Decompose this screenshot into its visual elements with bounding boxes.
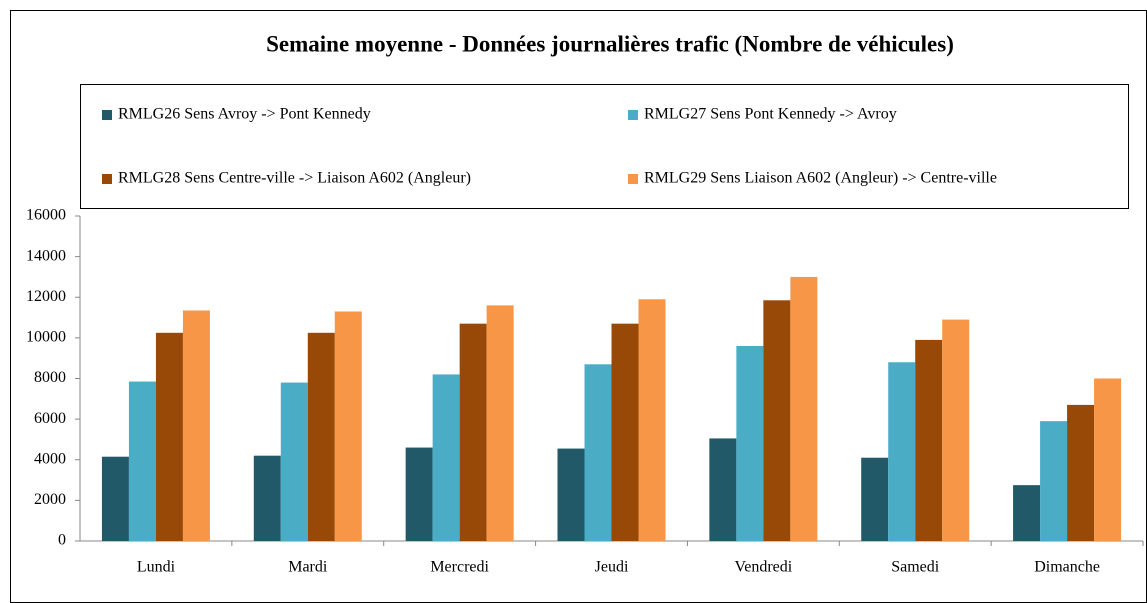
bar <box>611 323 639 541</box>
y-tick-label: 12000 <box>26 288 66 305</box>
bar <box>459 323 487 541</box>
chart-title: Semaine moyenne - Données journalières t… <box>266 31 954 56</box>
bar <box>280 382 308 541</box>
bar <box>888 362 916 541</box>
x-tick-label: Mercredi <box>430 559 489 576</box>
y-tick-label: 4000 <box>34 450 66 467</box>
bar <box>557 448 585 541</box>
y-tick-label: 6000 <box>34 410 66 427</box>
legend-label: RMLG27 Sens Pont Kennedy -> Avroy <box>644 106 897 123</box>
bar <box>790 276 818 541</box>
x-tick-label: Lundi <box>137 559 176 576</box>
bar <box>307 332 335 541</box>
bar <box>1040 421 1068 541</box>
bar <box>155 332 183 541</box>
y-tick-label: 0 <box>58 532 66 549</box>
x-tick-label: Vendredi <box>734 559 792 576</box>
bar <box>584 364 612 541</box>
bar <box>763 300 791 541</box>
y-tick-label: 2000 <box>34 491 66 508</box>
y-tick-label: 8000 <box>34 369 66 386</box>
bar <box>915 339 943 541</box>
bar <box>1013 485 1041 541</box>
y-tick-label: 14000 <box>26 247 66 264</box>
legend-swatch <box>628 110 638 120</box>
bar <box>638 299 666 541</box>
bar <box>942 319 970 541</box>
bar <box>736 346 764 541</box>
x-tick-label: Dimanche <box>1034 559 1100 576</box>
bar <box>101 456 129 541</box>
bar <box>182 310 210 541</box>
bar <box>486 305 514 541</box>
legend-label: RMLG26 Sens Avroy -> Pont Kennedy <box>118 106 371 123</box>
bar <box>128 381 156 541</box>
bar <box>1094 378 1122 541</box>
legend-box <box>80 84 1129 209</box>
legend-swatch <box>102 174 112 184</box>
legend-swatch <box>102 110 112 120</box>
bar <box>405 447 433 541</box>
legend-label: RMLG29 Sens Liaison A602 (Angleur) -> Ce… <box>644 170 997 187</box>
bar <box>432 374 460 541</box>
bar <box>334 311 362 541</box>
legend-label: RMLG28 Sens Centre-ville -> Liaison A602… <box>118 170 471 187</box>
bar <box>709 438 737 541</box>
bar <box>1067 404 1095 541</box>
legend-swatch <box>628 174 638 184</box>
bar <box>861 457 889 541</box>
x-tick-label: Jeudi <box>595 559 629 576</box>
y-tick-label: 10000 <box>26 329 66 346</box>
bar <box>253 455 281 541</box>
x-tick-label: Mardi <box>288 559 328 576</box>
x-tick-label: Samedi <box>891 559 940 576</box>
y-tick-label: 16000 <box>26 207 66 224</box>
